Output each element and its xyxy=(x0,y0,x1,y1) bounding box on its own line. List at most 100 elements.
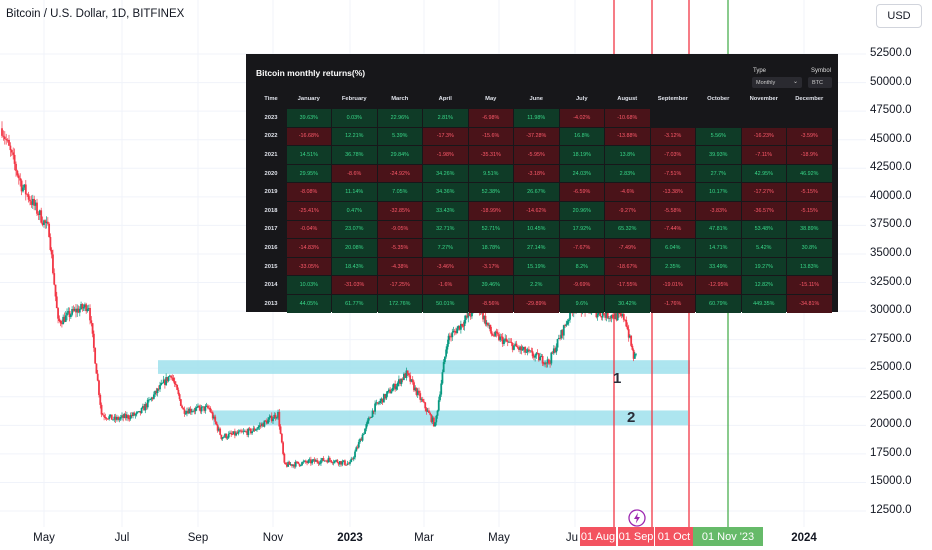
candle xyxy=(367,416,370,424)
candle xyxy=(325,459,327,462)
currency-button[interactable]: USD xyxy=(876,4,922,28)
candle xyxy=(224,433,226,438)
candle xyxy=(241,429,244,433)
candle xyxy=(183,406,186,417)
candle xyxy=(365,422,368,432)
candle xyxy=(78,306,81,317)
candle xyxy=(362,432,365,436)
lightning-icon[interactable] xyxy=(628,509,646,527)
candle xyxy=(403,372,405,381)
return-cell: 26.67% xyxy=(514,183,559,202)
candle xyxy=(432,416,435,427)
candle xyxy=(423,398,425,404)
candle xyxy=(328,456,331,462)
candle xyxy=(44,219,47,229)
candle xyxy=(43,219,45,228)
return-cell: -36.57% xyxy=(741,202,786,220)
candle xyxy=(101,412,104,416)
row-year: 2013 xyxy=(264,300,278,307)
candle xyxy=(85,302,88,314)
candle xyxy=(545,362,548,368)
price-tick-label: 35000.0 xyxy=(870,246,912,259)
candle xyxy=(630,335,633,347)
type-select[interactable]: Monthly ⌄ xyxy=(752,77,802,88)
return-cell: 18.19% xyxy=(559,146,604,164)
candle xyxy=(351,457,354,460)
support-zone-2[interactable] xyxy=(213,410,688,426)
candle xyxy=(289,462,292,466)
return-cell: 0.03% xyxy=(332,109,377,127)
candle xyxy=(45,216,48,229)
candle xyxy=(59,319,62,327)
candle xyxy=(316,458,319,464)
return-cell: 61.77% xyxy=(332,295,377,313)
candle xyxy=(243,429,246,433)
price-tick-label: 50000.0 xyxy=(870,75,912,88)
candle xyxy=(561,329,564,339)
candle xyxy=(499,333,502,343)
candle xyxy=(633,351,636,359)
candle xyxy=(428,407,430,413)
candle xyxy=(160,379,163,386)
candle xyxy=(455,327,457,335)
candle xyxy=(230,430,233,437)
candle xyxy=(491,333,494,337)
candle xyxy=(440,379,443,397)
candle xyxy=(256,427,258,432)
candle xyxy=(508,337,510,344)
row-year: 2022 xyxy=(264,133,278,140)
candle xyxy=(327,455,330,463)
candle xyxy=(506,339,509,347)
candle xyxy=(23,184,26,190)
candle xyxy=(280,433,283,444)
candle xyxy=(489,324,492,334)
candle xyxy=(112,419,114,421)
candle xyxy=(526,347,529,356)
candle xyxy=(513,345,515,351)
candle xyxy=(40,207,43,224)
candle xyxy=(265,418,268,425)
candle xyxy=(520,344,523,355)
candle xyxy=(379,398,382,405)
candle xyxy=(82,304,85,312)
candle xyxy=(601,312,604,321)
return-cell: 14.71% xyxy=(696,239,741,257)
return-cell: 27.14% xyxy=(514,239,559,257)
candle xyxy=(242,428,245,435)
support-zones xyxy=(158,360,690,426)
candle xyxy=(318,460,321,466)
return-cell: 44.05% xyxy=(286,295,331,313)
candle xyxy=(254,428,257,431)
symbol-select[interactable]: BTC xyxy=(808,77,832,88)
return-cell: 47.81% xyxy=(696,220,741,239)
candle xyxy=(10,149,13,157)
candle xyxy=(446,339,449,354)
candle xyxy=(611,313,614,320)
return-cell: 12.82% xyxy=(741,276,786,295)
candle xyxy=(557,334,560,340)
return-cell: -0.04% xyxy=(286,220,331,239)
support-zone-1[interactable] xyxy=(158,360,690,374)
candle xyxy=(245,429,247,433)
candle xyxy=(554,345,556,354)
price-tick-label: 40000.0 xyxy=(870,189,912,202)
candle xyxy=(29,196,31,206)
candle xyxy=(534,354,537,362)
candle xyxy=(184,410,187,415)
candle xyxy=(307,459,310,464)
return-cell: 16.8% xyxy=(559,127,604,146)
candle xyxy=(335,459,338,462)
candle xyxy=(523,346,525,353)
return-cell: -1.6% xyxy=(423,276,468,295)
candle xyxy=(238,429,241,432)
return-cell: -5.35% xyxy=(377,239,422,257)
candle xyxy=(46,217,49,226)
return-cell: 36.78% xyxy=(332,146,377,164)
return-cell: 38.89% xyxy=(787,220,832,239)
candle xyxy=(524,346,527,356)
candle xyxy=(488,322,491,329)
return-cell xyxy=(742,109,787,127)
return-cell: 10.45% xyxy=(514,220,559,239)
candle xyxy=(394,380,397,392)
candle xyxy=(193,407,196,415)
